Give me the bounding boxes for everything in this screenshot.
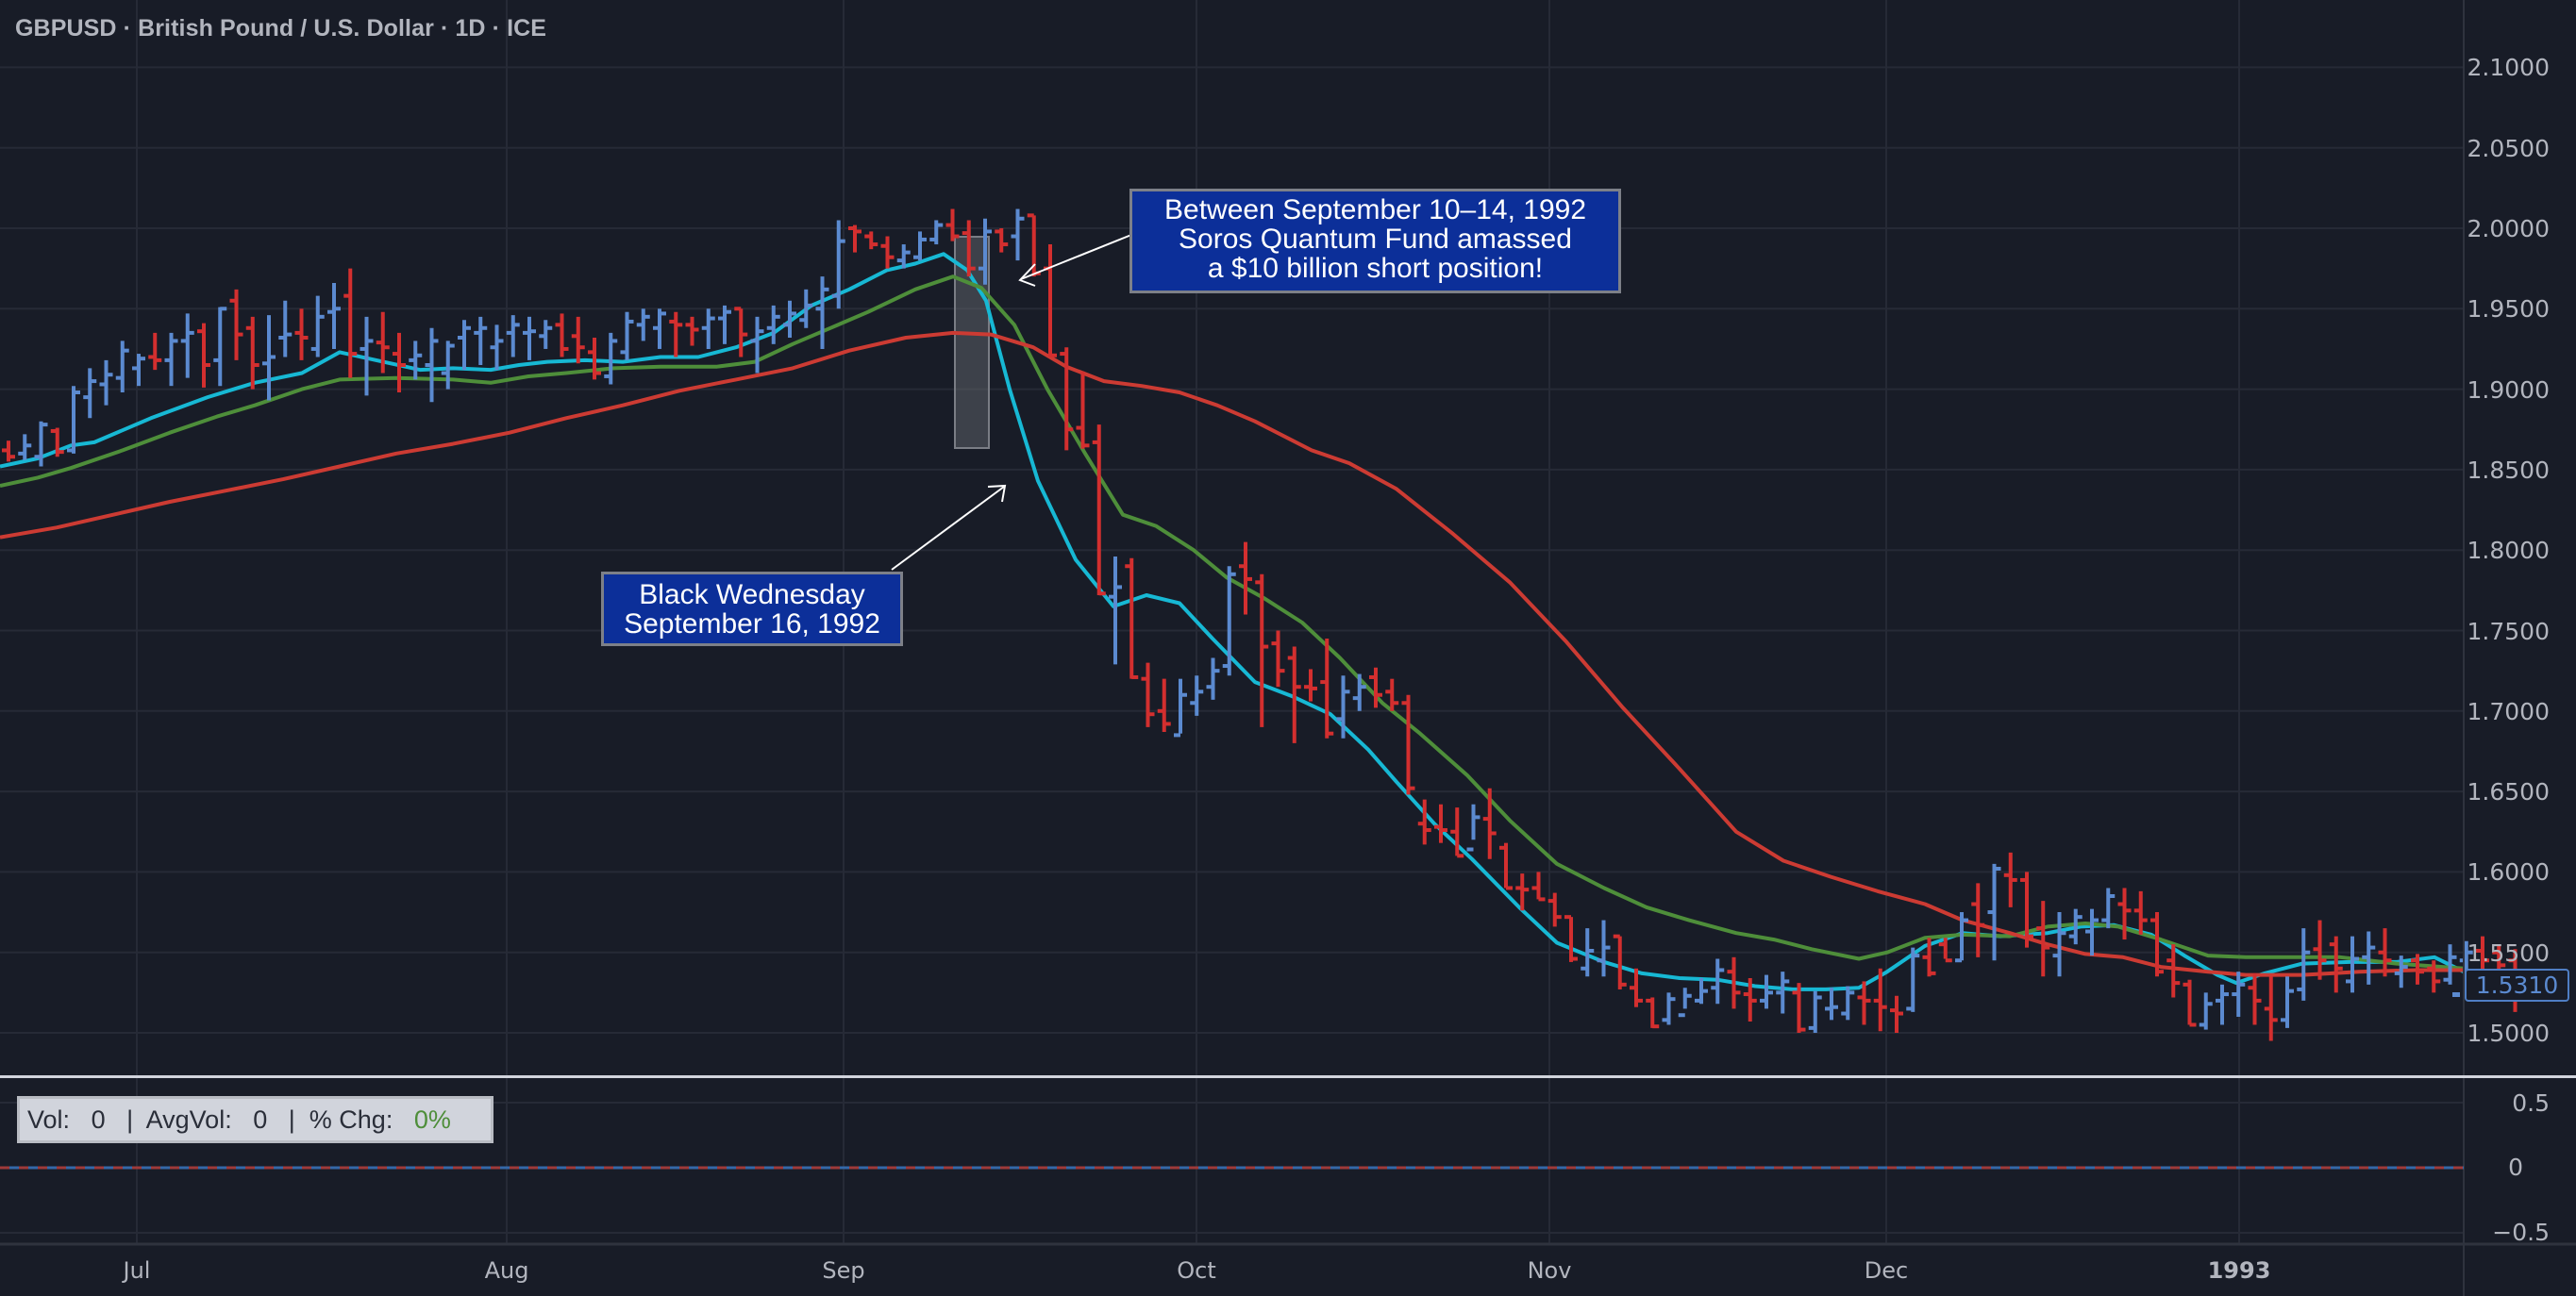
symbol-title[interactable]: GBPUSD · British Pound / U.S. Dollar · 1… (15, 15, 547, 42)
last-price-badge: 1.5310 (2465, 969, 2569, 1002)
soros-line-3: a $10 billion short position! (1207, 253, 1544, 284)
soros-line-2: Soros Quantum Fund amassed (1179, 224, 1572, 255)
price-axis-label: 1.5000 (2467, 1020, 2550, 1047)
price-axis-label: 2.1000 (2467, 54, 2550, 82)
black-wednesday-line-1: Black Wednesday (639, 579, 865, 610)
price-axis-label: 2.0500 (2467, 134, 2550, 162)
price-axis-label: 1.9000 (2467, 375, 2550, 404)
volume-axis-label-zero: 0 (2508, 1154, 2523, 1181)
black-wednesday-line-2: September 16, 1992 (624, 608, 880, 640)
price-axis-label: 1.7000 (2467, 697, 2550, 725)
grid-lines (0, 0, 2464, 1244)
time-axis-label: Jul (123, 1257, 151, 1284)
last-bar-dot (2452, 992, 2460, 997)
time-axis-label: 1993 (2207, 1257, 2271, 1284)
price-axis-label: 1.6500 (2467, 778, 2550, 806)
price-axis-label: 2.0000 (2467, 215, 2550, 242)
time-axis-label: Sep (822, 1257, 865, 1284)
avgvol-label: AvgVol: (145, 1105, 232, 1134)
black-wednesday-annotation[interactable]: Black Wednesday September 16, 1992 (601, 572, 903, 646)
moving-averages (0, 252, 2465, 991)
price-axis-label: 1.5500 (2467, 939, 2550, 967)
vol-label: Vol: (27, 1105, 71, 1134)
time-axis-label: Oct (1177, 1257, 1216, 1284)
soros-line-1: Between September 10–14, 1992 (1164, 194, 1586, 225)
vol-value: 0 (91, 1105, 106, 1134)
chg-label: % Chg: (309, 1105, 393, 1134)
volume-axis-label-bottom: −0.5 (2492, 1219, 2550, 1246)
price-axis-label: 1.9500 (2467, 295, 2550, 324)
volume-legend: Vol: 0 | AvgVol: 0 | % Chg: 0% (17, 1096, 493, 1143)
pane-separator[interactable] (0, 1075, 2576, 1078)
chg-value: 0% (413, 1105, 451, 1134)
time-axis-label: Aug (484, 1257, 529, 1284)
avgvol-value: 0 (253, 1105, 268, 1134)
ohlc-bars (2, 208, 2538, 1041)
soros-annotation[interactable]: Between September 10–14, 1992 Soros Quan… (1129, 189, 1621, 293)
annotation-arrows (891, 234, 1132, 571)
time-axis-label: Dec (1864, 1257, 1909, 1284)
price-axis-label: 1.6000 (2467, 858, 2550, 887)
price-axis-label: 1.8000 (2467, 537, 2550, 565)
time-axis-label: Nov (1527, 1257, 1572, 1284)
volume-axis-label-top: 0.5 (2512, 1089, 2550, 1117)
price-axis-label: 1.7500 (2467, 617, 2550, 645)
price-axis-label: 1.8500 (2467, 456, 2550, 484)
